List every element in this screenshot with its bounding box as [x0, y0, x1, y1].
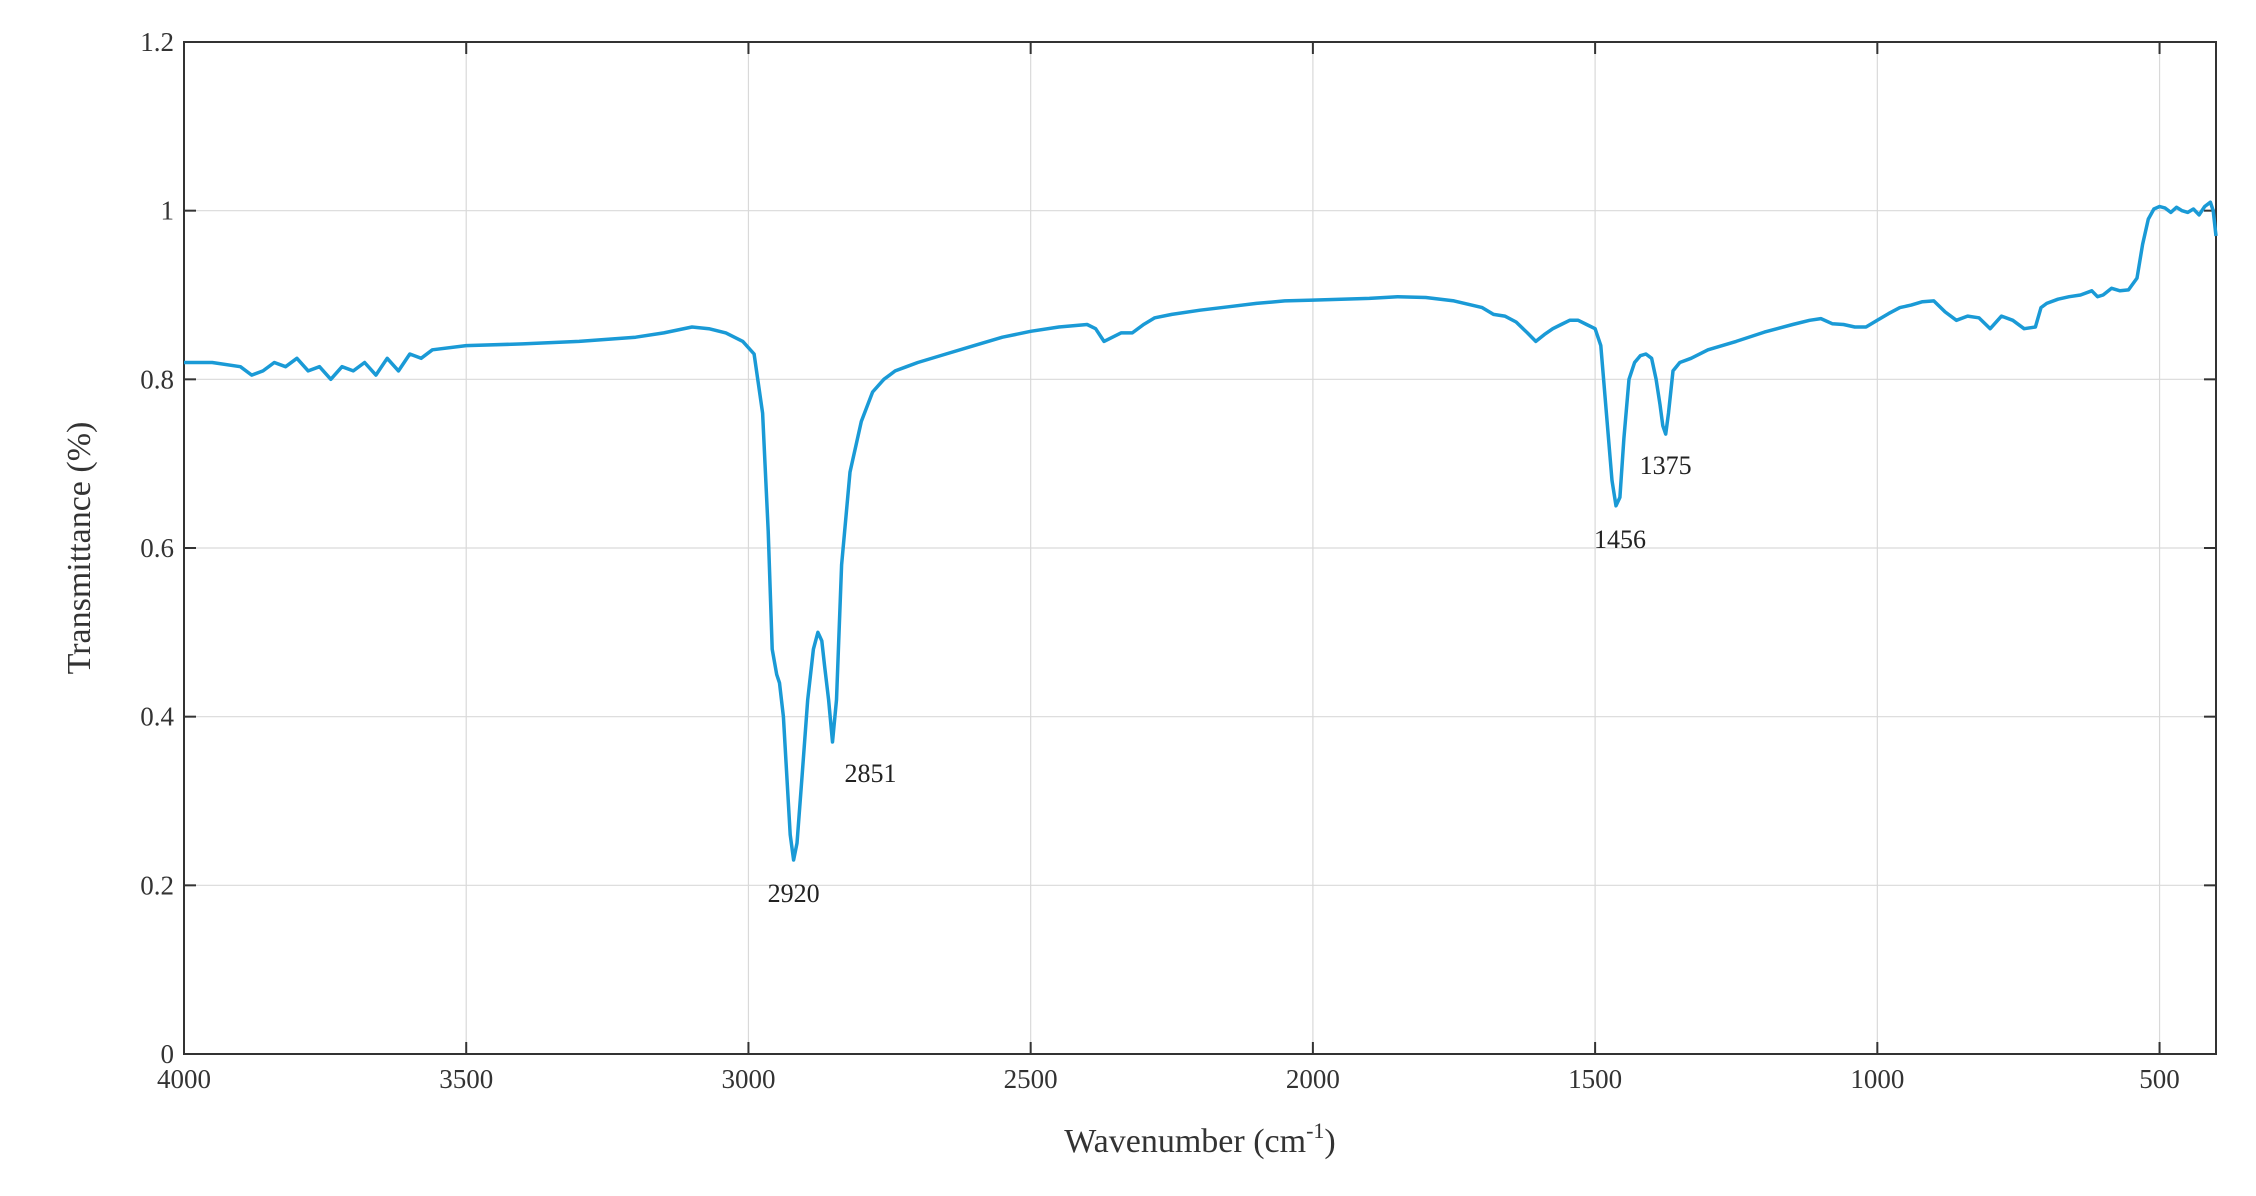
- y-tick-label: 1.2: [140, 27, 174, 57]
- x-axis-label: Wavenumber (cm-1): [1064, 1118, 1335, 1160]
- peak-label-2851: 2851: [845, 759, 897, 788]
- x-axis-label-exponent: -1: [1306, 1118, 1324, 1143]
- x-tick-label: 3500: [439, 1064, 493, 1094]
- x-tick-label: 2000: [1286, 1064, 1340, 1094]
- x-tick-labels: 4000 3500 3000 2500 2000 1500 1000 500: [157, 1064, 2180, 1094]
- y-tick-label: 0: [161, 1039, 175, 1069]
- y-tick-label: 0.2: [140, 870, 174, 900]
- y-tick-label: 0.8: [140, 364, 174, 394]
- x-tick-label: 3000: [721, 1064, 775, 1094]
- x-tick-label: 500: [2139, 1064, 2180, 1094]
- x-tick-label: 2500: [1004, 1064, 1058, 1094]
- x-axis-label-text: Wavenumber (cm: [1064, 1123, 1306, 1160]
- peak-label-1456: 1456: [1594, 525, 1646, 554]
- y-axis-label: Transmittance (%): [61, 422, 98, 675]
- y-tick-label: 0.6: [140, 533, 174, 563]
- x-tick-label: 1000: [1850, 1064, 1904, 1094]
- peak-label-2920: 2920: [768, 879, 820, 908]
- x-tick-label: 1500: [1568, 1064, 1622, 1094]
- y-tick-label: 0.4: [140, 702, 174, 732]
- peak-label-1375: 1375: [1640, 451, 1692, 480]
- x-axis-label-suffix: ): [1324, 1123, 1335, 1160]
- x-tick-label: 4000: [157, 1064, 211, 1094]
- axis-ticks: [183, 41, 2216, 1055]
- peak-annotations: 2920 2851 1456 1375: [768, 451, 1692, 908]
- y-tick-labels: 0 0.2 0.4 0.6 0.8 1 1.2: [140, 27, 174, 1069]
- spectrum-line: [184, 200, 2218, 862]
- y-tick-label: 1: [161, 196, 175, 226]
